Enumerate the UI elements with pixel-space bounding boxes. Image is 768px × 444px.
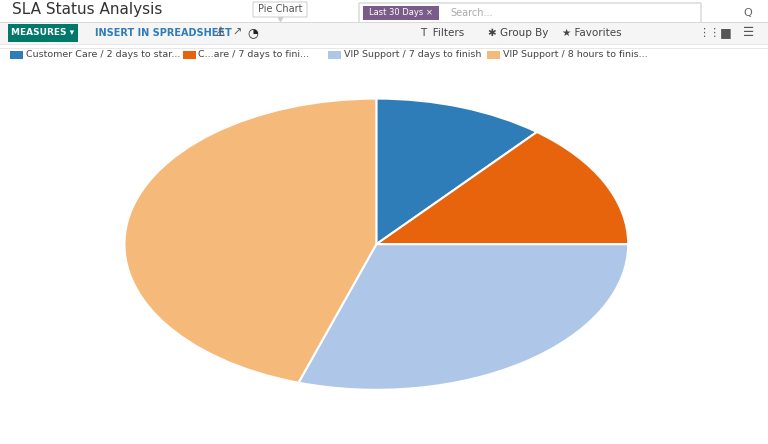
Text: ✱ Group By: ✱ Group By xyxy=(488,28,548,38)
Wedge shape xyxy=(124,99,376,383)
FancyBboxPatch shape xyxy=(253,2,307,17)
Text: SLA Status Analysis: SLA Status Analysis xyxy=(12,3,162,17)
Text: MEASURES ▾: MEASURES ▾ xyxy=(12,28,74,37)
Text: ★ Favorites: ★ Favorites xyxy=(562,28,621,38)
Text: Last 30 Days ×: Last 30 Days × xyxy=(369,8,433,17)
Text: ■: ■ xyxy=(720,27,732,40)
Wedge shape xyxy=(376,99,537,244)
Text: Customer Care / 2 days to star...: Customer Care / 2 days to star... xyxy=(26,51,180,59)
Text: ⋮⋮: ⋮⋮ xyxy=(698,28,720,38)
Text: C...are / 7 days to fini...: C...are / 7 days to fini... xyxy=(198,51,310,59)
Text: ☰: ☰ xyxy=(743,27,754,40)
FancyBboxPatch shape xyxy=(359,3,701,23)
Text: VIP Support / 8 hours to finis...: VIP Support / 8 hours to finis... xyxy=(503,51,647,59)
Text: ◔: ◔ xyxy=(247,27,259,40)
Text: Search...: Search... xyxy=(450,8,492,18)
Text: ↗: ↗ xyxy=(232,28,242,38)
Bar xyxy=(0,22,768,44)
Bar xyxy=(8,24,78,42)
Text: ♙: ♙ xyxy=(214,27,226,40)
Text: T  Filters: T Filters xyxy=(420,28,464,38)
Text: Q: Q xyxy=(743,8,753,18)
Bar xyxy=(10,51,23,59)
Text: Pie Chart: Pie Chart xyxy=(258,4,303,15)
Wedge shape xyxy=(376,132,628,244)
Text: VIP Support / 7 days to finish: VIP Support / 7 days to finish xyxy=(344,51,482,59)
Wedge shape xyxy=(299,244,628,390)
Bar xyxy=(363,6,439,20)
Bar xyxy=(328,51,341,59)
Bar xyxy=(183,51,196,59)
Text: INSERT IN SPREADSHEET: INSERT IN SPREADSHEET xyxy=(95,28,232,38)
Bar xyxy=(487,51,500,59)
